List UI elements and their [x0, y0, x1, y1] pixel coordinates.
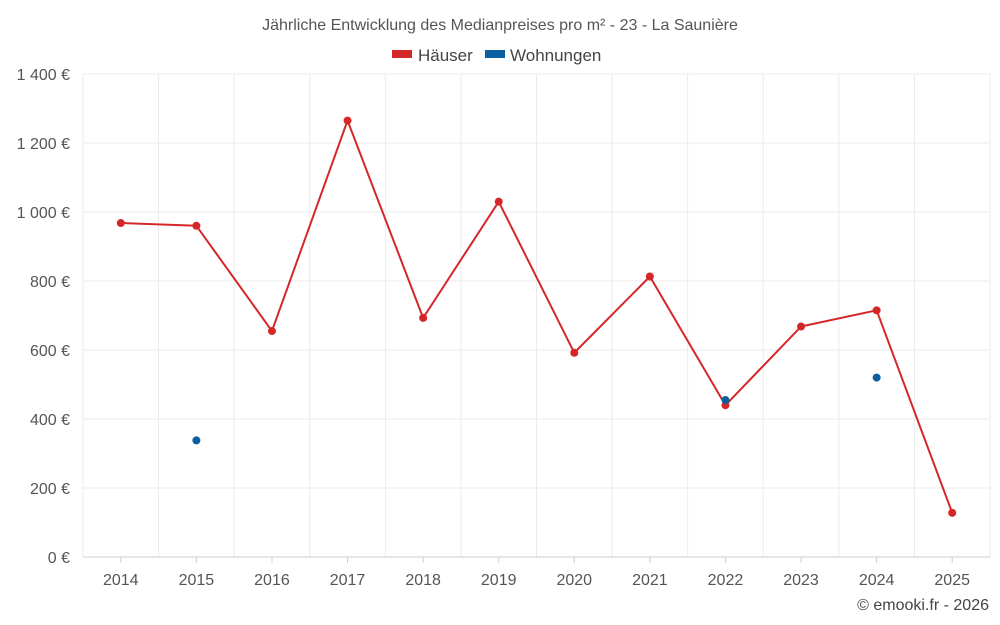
legend-swatch-wohnungen	[485, 50, 505, 58]
data-point-wohnungen-2024[interactable]	[872, 373, 881, 382]
legend-label-wohnungen: Wohnungen	[510, 46, 601, 65]
x-tick-label: 2023	[783, 572, 819, 589]
data-point-huser-2020[interactable]	[570, 348, 579, 357]
x-tick-label: 2016	[254, 572, 290, 589]
legend-label-haeuser: Häuser	[418, 46, 473, 65]
x-axis-labels: 2014 2015 2016 2017 2018 2019 2020 2021 2022 2023…	[103, 557, 970, 589]
credit-text: © emooki.fr - 2026	[857, 597, 989, 614]
x-tick-label: 2024	[859, 572, 895, 589]
x-tick-label: 2015	[179, 572, 215, 589]
y-tick-label: 1 200 €	[17, 136, 70, 153]
x-tick-label: 2022	[708, 572, 744, 589]
series-huser	[116, 116, 957, 517]
y-tick-label: 0 €	[48, 550, 70, 567]
data-point-wohnungen-2015[interactable]	[192, 436, 201, 445]
series-layer	[116, 116, 957, 517]
x-grid	[82, 74, 991, 557]
x-tick-label: 2017	[330, 572, 366, 589]
series-line-huser	[120, 119, 954, 514]
data-point-huser-2014[interactable]	[116, 219, 125, 228]
y-tick-label: 800 €	[30, 274, 70, 291]
data-point-huser-2021[interactable]	[645, 272, 654, 281]
y-tick-label: 200 €	[30, 481, 70, 498]
x-tick-label: 2019	[481, 572, 517, 589]
data-point-huser-2019[interactable]	[494, 197, 503, 206]
y-tick-label: 600 €	[30, 343, 70, 360]
y-tick-label: 400 €	[30, 412, 70, 429]
y-tick-label: 1 000 €	[17, 205, 70, 222]
data-point-huser-2015[interactable]	[192, 221, 201, 230]
x-tick-label: 2014	[103, 572, 139, 589]
data-point-huser-2017[interactable]	[343, 116, 352, 125]
chart-title: Jährliche Entwicklung des Medianpreises …	[262, 17, 738, 34]
y-tick-label: 1 400 €	[17, 67, 70, 84]
data-point-wohnungen-2022[interactable]	[721, 396, 730, 405]
data-point-huser-2018[interactable]	[419, 313, 428, 322]
y-axis-labels: 0 € 200 € 400 € 600 € 800 € 1 000 € 1 200 € 1 4…	[17, 67, 70, 567]
data-point-huser-2024[interactable]	[872, 306, 881, 315]
data-point-huser-2025[interactable]	[948, 508, 957, 517]
x-tick-label: 2021	[632, 572, 668, 589]
series-wohnungen	[192, 373, 881, 445]
x-tick-label: 2020	[556, 572, 592, 589]
legend-swatch-haeuser	[392, 50, 412, 58]
x-tick-label: 2025	[934, 572, 970, 589]
legend: Häuser Wohnungen	[392, 46, 601, 65]
legend-item-wohnungen[interactable]: Wohnungen	[485, 46, 601, 65]
legend-item-haeuser[interactable]: Häuser	[392, 46, 473, 65]
data-point-huser-2016[interactable]	[267, 327, 276, 336]
x-tick-label: 2018	[405, 572, 441, 589]
data-point-huser-2023[interactable]	[797, 322, 806, 331]
